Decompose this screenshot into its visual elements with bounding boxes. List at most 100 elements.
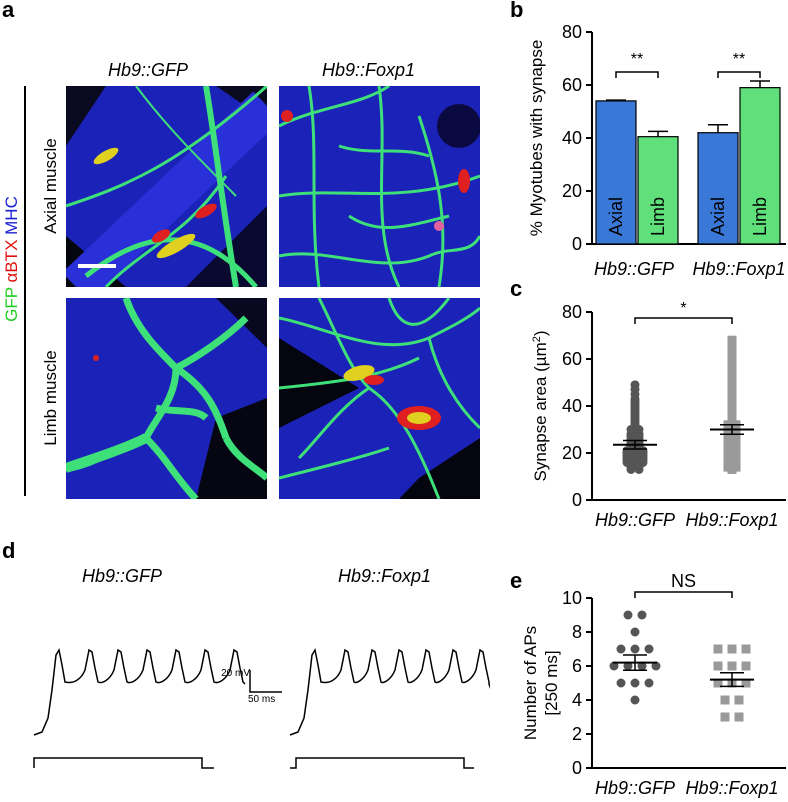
data-point [727,380,737,390]
y-tick-label: 0 [572,490,582,510]
data-point [727,359,737,369]
x-tick-label: Hb9::GFP [595,778,675,798]
data-point [626,464,636,474]
data-point [727,345,737,355]
bar-label: Limb [648,197,668,236]
data-point [727,368,737,378]
data-point [727,335,737,345]
current-step-foxp1 [290,757,474,769]
ap-trace-foxp1 [289,647,490,736]
stain-mhc: MHC [2,196,21,235]
data-point [630,644,640,654]
data-point [727,464,737,474]
panel-letter-c: c [510,276,523,301]
y-tick-label: 0 [572,758,582,778]
trace-label-gfp: Hb9::GFP [82,566,163,586]
y-axis-label-line1: Number of APs [521,626,540,740]
significance-label: * [680,300,686,317]
significance-label: ** [733,51,745,68]
y-tick-label: 60 [562,75,582,95]
x-tick-label: Hb9::Foxp1 [692,259,785,279]
significance-bracket [634,317,733,324]
data-point [713,661,723,671]
bar-label: Axial [708,197,728,236]
trace-label-foxp1: Hb9::Foxp1 [338,566,432,586]
y-axis-label: Synapse area (µm2) [531,330,550,481]
panel-letter-e: e [510,568,523,593]
col-label-gfp: Hb9::GFP [108,60,189,80]
bar [697,132,739,245]
significance-bracket [615,71,659,78]
row-label-axial: Axial muscle [41,138,60,234]
y-tick-label: 6 [572,656,582,676]
y-axis-label: % Myotubes with synapse [527,40,546,237]
x-tick-label: Hb9::GFP [594,259,674,279]
data-point [630,678,640,688]
data-point [741,644,751,654]
y-tick-label: 8 [572,622,582,642]
significance-label: ** [631,51,643,68]
panel-b-chart: 0 20 40 60 80 % Myotubes with synapse Axial Lim… [527,22,786,279]
current-step-gfp [33,757,214,769]
row-label-limb: Limb muscle [41,350,60,446]
significance-bracket [634,591,733,598]
data-point [609,661,619,671]
significance-bracket [717,71,761,78]
y-tick-label: 40 [562,396,582,416]
bar [739,87,781,245]
y-tick-label: 40 [562,128,582,148]
trace-scale-bar [249,670,282,693]
bar [595,100,637,245]
panel-d-traces [33,647,490,769]
data-point [637,661,647,671]
ap-trace-gfp [33,647,246,736]
bar [637,136,679,245]
panel-a-divider [24,86,26,496]
data-point [720,712,730,722]
micrograph-gfp-limb [66,298,267,499]
micrograph-foxp1-limb [279,298,480,499]
y-axis-label-line2: [250 ms] [542,650,561,715]
data-point [623,610,633,620]
data-point [713,678,723,688]
x-tick-label: Hb9::Foxp1 [685,510,778,530]
y-tick-label: 2 [572,724,582,744]
x-tick-label: Hb9::GFP [595,510,675,530]
data-point [644,678,654,688]
data-point [727,340,737,350]
stain-abtx: αBTX [2,234,21,283]
bar-label: Limb [750,197,770,236]
data-point [637,610,647,620]
data-point [727,644,737,654]
col-label-foxp1: Hb9::Foxp1 [322,60,416,80]
data-point [651,661,661,671]
micrograph-gfp-axial [66,86,267,287]
panel-letter-b: b [510,0,524,22]
y-tick-label: 10 [562,588,582,608]
data-point [630,627,640,637]
y-tick-label: 80 [562,302,582,322]
scale-label-mv: 20 mV [221,668,250,679]
data-point [634,464,644,474]
data-point [630,695,640,705]
y-tick-label: 20 [562,181,582,201]
data-point [727,661,737,671]
data-point [741,661,751,671]
data-point [720,695,730,705]
scale-bar [78,264,116,268]
data-point [734,712,744,722]
x-tick-label: Hb9::Foxp1 [685,778,778,798]
data-point [734,695,744,705]
y-tick-label: 80 [562,22,582,42]
y-tick-label: 0 [572,234,582,254]
data-point [616,678,626,688]
significance-label: NS [671,571,696,591]
scale-label-ms: 50 ms [248,694,276,705]
y-tick-label: 20 [562,443,582,463]
data-point [616,644,626,654]
bar-label: Axial [606,197,626,236]
data-point [644,644,654,654]
panel-letter-d: d [2,538,16,563]
